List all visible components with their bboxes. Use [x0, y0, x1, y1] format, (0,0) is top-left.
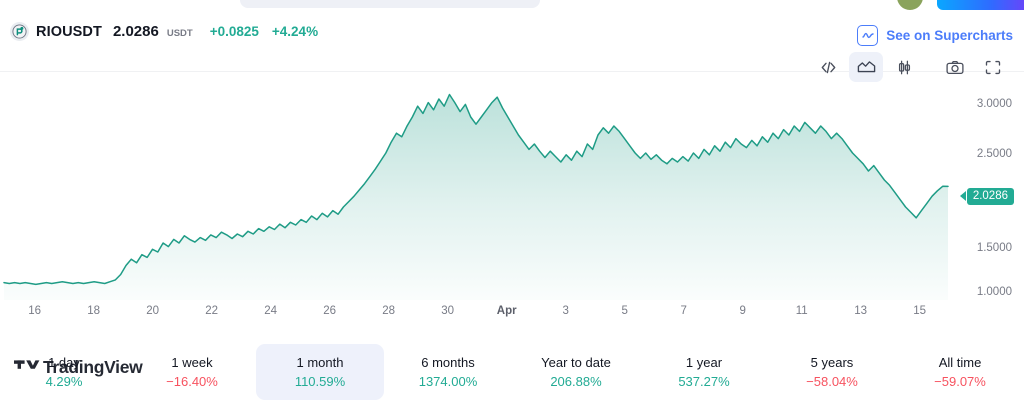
symbol-change-pct: +4.24% [271, 24, 319, 39]
price-axis: 3.0000 2.5000 1.5000 1.0000 [948, 78, 1024, 300]
performance-period-value: −58.04% [806, 374, 858, 389]
header-divider [0, 71, 1024, 72]
last-price-pointer [960, 191, 966, 201]
see-on-supercharts-link[interactable]: See on Supercharts [857, 25, 1013, 46]
x-tick-label: 9 [739, 305, 746, 317]
performance-period-5-years[interactable]: 5 years −58.04% [768, 344, 896, 400]
performance-period-1-month[interactable]: 1 month 110.59% [256, 344, 384, 400]
performance-period-value: 110.59% [294, 374, 346, 389]
performance-period-label: 6 months [421, 355, 475, 370]
performance-period-value: −59.07% [934, 374, 986, 389]
price-chart[interactable]: TradingView [0, 78, 1024, 377]
symbol-name: RIOUSDT [36, 23, 102, 40]
x-tick-label: 26 [323, 305, 337, 317]
performance-period-label: 5 years [810, 355, 854, 370]
x-tick-label: 13 [854, 305, 868, 317]
symbol-currency: USDT [166, 28, 193, 39]
performance-period-1-day[interactable]: 1 day 4.29% [0, 344, 128, 400]
performance-period-label: 1 week [171, 355, 213, 370]
x-tick-label: Apr [496, 305, 517, 317]
area-chart-button[interactable] [849, 52, 883, 82]
symbol-change-abs: +0.0825 [209, 24, 259, 39]
fullscreen-button[interactable] [976, 52, 1010, 82]
symbol-price: 2.0286 [112, 23, 159, 40]
performance-period-label: 1 year [685, 355, 723, 370]
top-partial-cta-button[interactable] [937, 0, 1024, 10]
performance-period-label: All time [938, 355, 982, 370]
y-tick-label: 3.0000 [976, 98, 1012, 110]
performance-period-value: 1374.00% [418, 374, 478, 389]
performance-period-value: −16.40% [166, 374, 218, 389]
performance-period-label: 1 day [48, 355, 80, 370]
y-tick-label: 1.5000 [976, 242, 1012, 254]
embed-code-button[interactable] [811, 52, 845, 82]
x-tick-label: 30 [441, 305, 455, 317]
x-tick-label: 22 [205, 305, 219, 317]
performance-row: 1 day 4.29% 1 week −16.40% 1 month 110.59% 6 m… [0, 344, 1024, 400]
performance-period-label: Year to date [541, 355, 611, 370]
performance-period-year-to-date[interactable]: Year to date 206.88% [512, 344, 640, 400]
x-tick-label: 18 [87, 305, 101, 317]
performance-period-value: 4.29% [45, 374, 83, 389]
last-price-badge: 2.0286 [966, 188, 1014, 205]
performance-period-label: 1 month [296, 355, 344, 370]
x-tick-label: 28 [382, 305, 396, 317]
price-chart-svg [3, 93, 949, 300]
x-tick-label: 7 [680, 305, 687, 317]
performance-period-1-year[interactable]: 1 year 537.27% [640, 344, 768, 400]
performance-period-all-time[interactable]: All time −59.07% [896, 344, 1024, 400]
rio-token-icon [10, 22, 29, 41]
x-tick-label: 20 [146, 305, 160, 317]
x-tick-label: 16 [28, 305, 42, 317]
time-axis: 16 18 20 22 24 26 28 30 Apr 3 5 7 9 11 13 15 [0, 300, 1024, 326]
performance-period-6-months[interactable]: 6 months 1374.00% [384, 344, 512, 400]
chart-line [3, 93, 949, 286]
chart-area-fill [4, 94, 948, 300]
widget-header: RIOUSDT 2.0286 USDT +0.0825 +4.24% See o… [0, 16, 1024, 72]
x-tick-label: 24 [264, 305, 278, 317]
x-tick-label: 15 [913, 305, 927, 317]
y-tick-label: 2.5000 [976, 148, 1012, 160]
x-tick-label: 3 [562, 305, 569, 317]
see-on-supercharts-label: See on Supercharts [886, 28, 1013, 43]
x-tick-label: 5 [621, 305, 628, 317]
top-partial-pill [240, 0, 540, 8]
snapshot-button[interactable] [938, 52, 972, 82]
chart-toolbar [811, 52, 1010, 82]
candlestick-chart-button[interactable] [887, 52, 921, 82]
y-tick-label: 1.0000 [976, 286, 1012, 298]
performance-period-1-week[interactable]: 1 week −16.40% [128, 344, 256, 400]
performance-period-value: 537.27% [678, 374, 730, 389]
page-top-strip [0, 0, 1024, 14]
x-tick-label: 11 [795, 305, 808, 317]
performance-period-value: 206.88% [550, 374, 602, 389]
wave-square-icon [857, 25, 879, 46]
symbol-quote[interactable]: RIOUSDT 2.0286 USDT +0.0825 +4.24% [10, 22, 318, 41]
top-partial-avatar[interactable] [897, 0, 923, 10]
